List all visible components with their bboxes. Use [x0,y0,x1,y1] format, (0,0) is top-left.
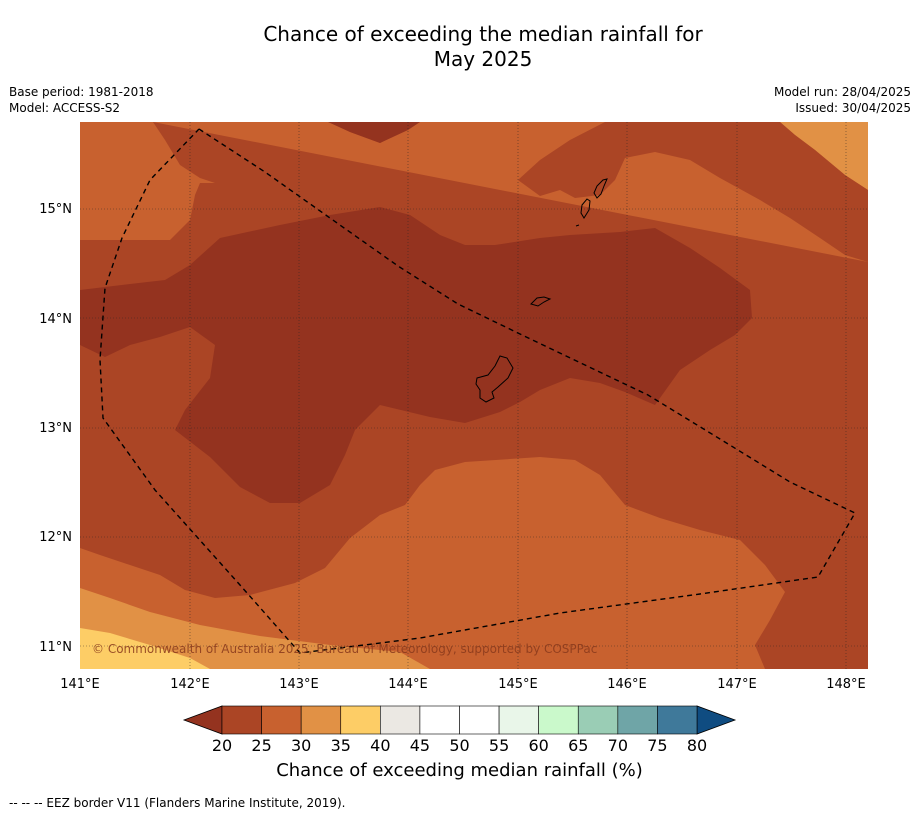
colorbar-cell [577,705,619,735]
colorbar-cell [498,705,539,735]
lon-tick-143: 143°E [279,677,319,692]
colorbar-tick-label: 75 [647,736,667,755]
colorbar: 20 25 30 35 40 45 50 55 60 65 70 75 80 [182,705,737,755]
title-line-2: May 2025 [433,47,533,71]
title-line-1: Chance of exceeding the median rainfall … [263,22,703,46]
colorbar-cell [221,705,262,735]
lon-tick-148: 148°E [826,677,866,692]
lon-tick-147: 147°E [717,677,757,692]
colorbar-tick-label: 55 [489,736,509,755]
colorbar-tick-label: 70 [608,736,628,755]
lat-tick-13: 13°N [39,421,72,436]
lon-tick-142: 142°E [170,677,210,692]
lat-tick-14: 14°N [39,312,72,327]
island-rota [530,296,552,307]
lat-tick-12: 12°N [39,530,72,545]
colorbar-cell [261,705,302,735]
probability-contours [80,122,868,669]
colorbar-tick-label: 65 [568,736,588,755]
model-run-text: Model run: 28/04/2025 [773,85,911,99]
issued-text: Issued: 30/04/2025 [795,101,911,115]
colorbar-tick-label: 45 [410,736,430,755]
colorbar-cell [617,705,658,735]
colorbar-cell [419,705,460,735]
eez-border [99,128,856,654]
lat-tick-11: 11°N [39,640,72,655]
metadata-right: Model run: 28/04/2025 Issued: 30/04/2025 [774,84,911,116]
rainfall-map: © Commonwealth of Australia 2025, Bureau… [39,122,868,755]
colorbar-cell [380,705,421,735]
colorbar-title: Chance of exceeding median rainfall (%) [276,760,643,781]
contour-below-20 [80,207,752,503]
colorbar-cell [657,705,698,735]
lon-tick-146: 146°E [607,677,647,692]
island-guam [475,355,514,403]
colorbar-over-arrow [696,705,737,735]
lon-tick-141: 141°E [60,677,100,692]
map-title: Chance of exceeding the median rainfall … [0,22,919,72]
colorbar-cell [340,705,381,735]
eez-footnote: -- -- -- EEZ border V11 (Flanders Marine… [9,796,346,810]
islands [475,178,608,403]
contour-below-20-north [328,122,420,143]
copyright-text: © Commonwealth of Australia 2025, Bureau… [92,642,597,656]
lon-tick-145: 145°E [498,677,538,692]
lon-tick-144: 144°E [388,677,428,692]
contour-35-40-southwest [80,628,210,669]
island-saipan [593,178,608,199]
island-tinian [580,198,591,219]
contour-30-35-southwest [80,588,430,669]
colorbar-tick-label: 80 [687,736,707,755]
colorbar-cell [538,705,579,735]
colorbar-tick-label: 25 [251,736,271,755]
lat-tick-15: 15°N [39,202,72,217]
island-aguijan [575,224,580,227]
colorbar-tick-label: 50 [449,736,469,755]
model-text: Model: ACCESS-S2 [9,101,121,115]
colorbar-under-arrow [182,705,223,735]
colorbar-cell [459,705,500,735]
colorbar-cell [300,705,342,735]
graticule [80,122,868,669]
colorbar-tick-label: 60 [528,736,548,755]
base-period-text: Base period: 1981-2018 [9,85,154,99]
colorbar-tick-label: 20 [212,736,232,755]
metadata-left: Base period: 1981-2018 Model: ACCESS-S2 [9,84,154,116]
colorbar-tick-label: 40 [370,736,390,755]
colorbar-tick-label: 30 [291,736,311,755]
colorbar-tick-label: 35 [331,736,351,755]
